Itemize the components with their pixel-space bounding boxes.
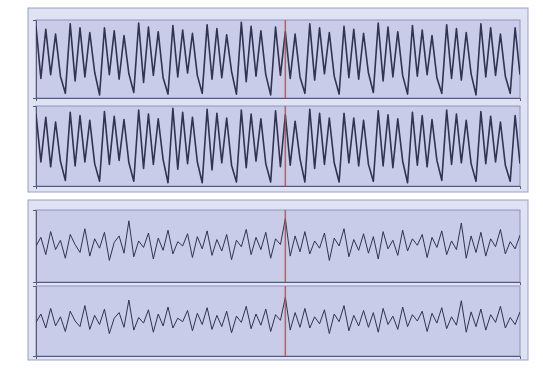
signal-line: [36, 108, 520, 182]
y-axis-line: [33, 287, 37, 357]
x-axis: [37, 99, 521, 102]
group-frame-0: [28, 8, 528, 192]
x-axis-line: [37, 99, 521, 102]
plot-marks: [36, 106, 520, 186]
x-axis: [37, 283, 521, 286]
y-axis: [33, 107, 37, 187]
plot-marks: [36, 20, 520, 98]
plot-area: [36, 286, 520, 356]
chart: [0, 0, 543, 381]
x-axis: [37, 187, 521, 190]
y-axis: [33, 21, 37, 99]
event-line: [285, 20, 287, 98]
y-axis-line: [33, 211, 37, 283]
event-line: [285, 210, 287, 282]
plot-marks: [36, 210, 520, 282]
plot-area: [36, 20, 520, 98]
signal-line: [36, 219, 520, 261]
plot-area: [36, 210, 520, 282]
event-line: [285, 106, 287, 186]
y-axis-line: [33, 107, 37, 187]
plot-marks: [36, 286, 520, 356]
x-axis-line: [37, 283, 521, 286]
x-axis-line: [37, 187, 521, 190]
event-line: [285, 286, 287, 356]
plot-area: [36, 106, 520, 186]
group-frame-1: [28, 200, 528, 360]
y-axis-line: [33, 21, 37, 99]
signal-line: [36, 22, 520, 95]
x-axis: [37, 357, 521, 360]
y-axis: [33, 287, 37, 357]
y-axis: [33, 211, 37, 283]
x-axis-line: [37, 357, 521, 360]
signal-line: [36, 297, 520, 333]
